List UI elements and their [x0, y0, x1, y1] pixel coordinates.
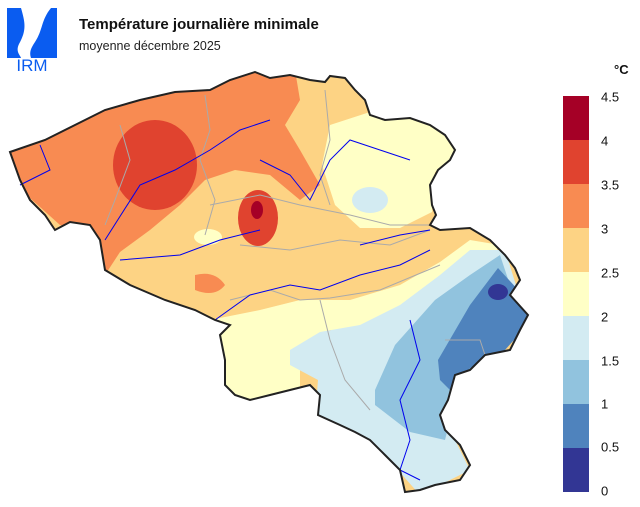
legend-tick: 3: [601, 221, 609, 237]
legend-tick: 4.5: [601, 89, 620, 105]
zone-2-2.5-south: [210, 240, 500, 400]
legend-swatch-1.5-2: [563, 316, 589, 360]
legend-swatch-0-0.5: [563, 448, 589, 492]
zone-1.5-2: [352, 187, 388, 213]
legend-swatch-3-3.5: [563, 184, 589, 228]
rivers: [19, 119, 431, 481]
province-boundaries: [104, 89, 486, 411]
map-title: Température journalière minimale: [79, 16, 319, 33]
zone-0.5-1: [438, 268, 528, 392]
legend-swatch-1-1.5: [563, 360, 589, 404]
zone-4-4.5: [251, 201, 263, 219]
legend-swatch-3.5-4: [563, 140, 589, 184]
legend-tick: 2: [601, 309, 609, 325]
svg-text:IRM: IRM: [16, 56, 47, 72]
legend-swatch-4-4.5: [563, 96, 589, 140]
map-subtitle: moyenne décembre 2025: [79, 39, 221, 53]
legend-tick: 3.5: [601, 177, 620, 193]
legend-swatch-0.5-1: [563, 404, 589, 448]
zone-3.5-4: [113, 120, 197, 210]
zone-3-3.5-south: [195, 273, 225, 294]
legend-tick: 1.5: [601, 353, 620, 369]
color-legend: [563, 96, 589, 492]
legend-tick: 0.5: [601, 439, 620, 455]
zone-2-2.5: [194, 229, 222, 245]
legend-tick: 4: [601, 133, 609, 149]
legend-swatch-2.5-3: [563, 228, 589, 272]
legend-unit: °C: [614, 62, 629, 77]
irm-logo: IRM: [7, 8, 57, 72]
legend-swatch-2-2.5: [563, 272, 589, 316]
legend-tick: 1: [601, 396, 609, 412]
zone-0-0.5: [488, 284, 508, 300]
legend-tick: 2.5: [601, 265, 620, 281]
legend-tick: 0: [601, 483, 609, 499]
